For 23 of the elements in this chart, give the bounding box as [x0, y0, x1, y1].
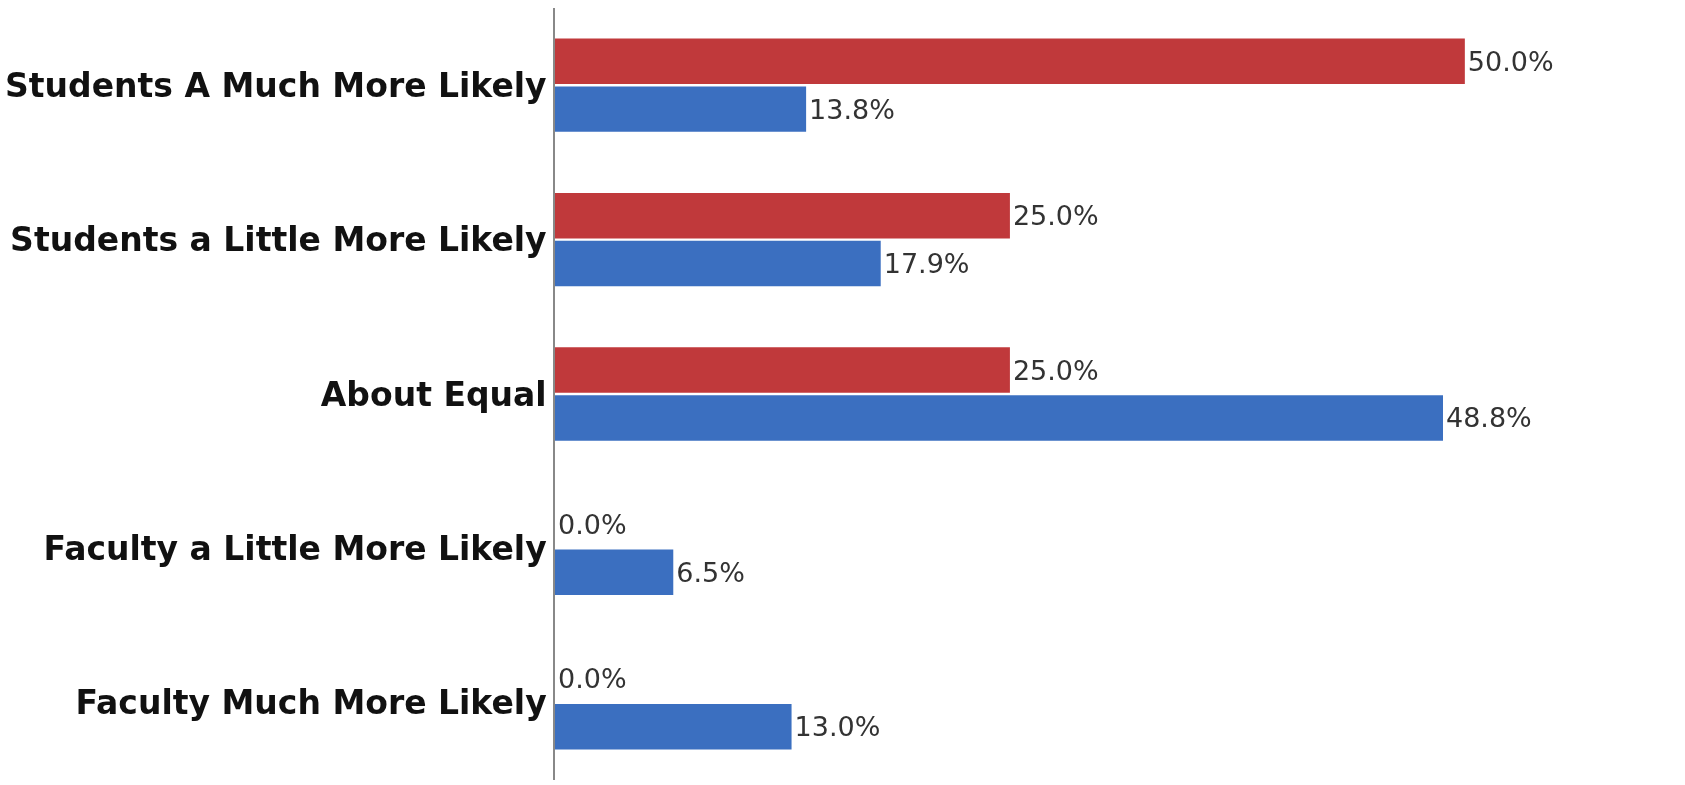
data-label: 0.0%: [558, 508, 627, 540]
y-tick-label: Faculty Much More Likely: [75, 683, 547, 723]
data-label: 50.0%: [1467, 45, 1554, 77]
bar: [555, 240, 881, 287]
data-label: 0.0%: [558, 663, 627, 695]
data-label: 25.0%: [1012, 200, 1099, 232]
bar: [555, 395, 1443, 441]
bar: [555, 347, 1010, 393]
data-label: 25.0%: [1012, 354, 1099, 386]
bar: [555, 86, 807, 132]
y-tick-label: Students a Little More Likely: [10, 220, 547, 260]
data-label: 13.0%: [794, 711, 881, 743]
bar: [555, 549, 674, 596]
bar: [555, 192, 1010, 239]
bar: [555, 38, 1465, 84]
y-tick-label: Faculty a Little More Likely: [43, 528, 547, 568]
data-label: 6.5%: [676, 556, 745, 588]
data-label: 48.8%: [1446, 402, 1532, 434]
data-label: 17.9%: [883, 248, 970, 280]
y-tick-label: Students A Much More Likely: [5, 65, 547, 105]
y-tick-label: About Equal: [320, 374, 547, 414]
bar: [555, 704, 792, 750]
data-label: 13.8%: [809, 93, 895, 125]
